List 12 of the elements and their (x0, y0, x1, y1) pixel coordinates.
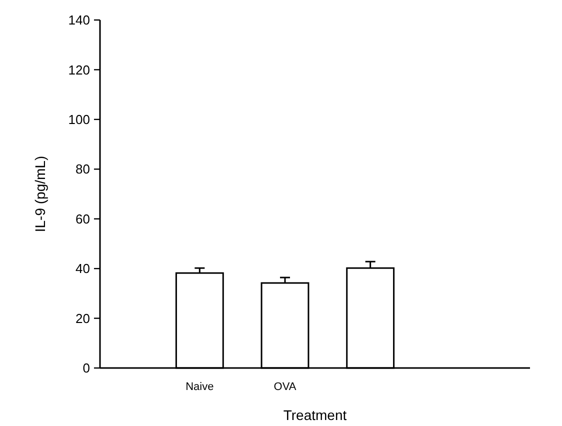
x-tick-label: OVA (274, 380, 297, 393)
y-tick-label: 140 (68, 12, 90, 28)
y-tick-label: 100 (68, 112, 90, 127)
y-tick-label: 40 (76, 261, 90, 276)
y-tick-label: 20 (76, 310, 90, 326)
y-axis-title: IL-9 (pg/mL) (32, 156, 48, 232)
y-tick-label: 60 (76, 211, 90, 226)
y-tick-label: 0 (82, 360, 90, 376)
x-tick-label: Naive (186, 380, 214, 393)
y-tick-label: 120 (68, 62, 90, 78)
x-axis-title: Treatment (283, 407, 347, 423)
y-tick-label: 80 (76, 162, 90, 177)
